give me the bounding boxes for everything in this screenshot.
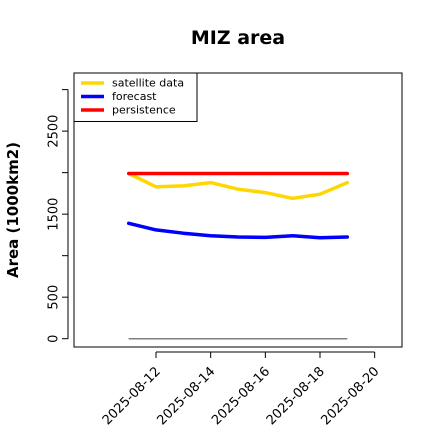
series-line-satellite-data — [126, 171, 350, 201]
y-axis: 0 500 1500 2500 — [47, 89, 69, 343]
legend-label: persistence — [112, 104, 176, 117]
legend-label: forecast — [112, 90, 157, 103]
y-tick-label: 2500 — [47, 115, 62, 148]
x-tick-label: 2025-08-20 — [318, 364, 382, 428]
y-tick-label: 500 — [47, 285, 62, 310]
y-tick-label: 1500 — [47, 198, 62, 231]
series-layer — [126, 171, 350, 340]
y-axis-label: Area (1000km2) — [4, 142, 22, 278]
series-line-forecast — [126, 221, 350, 240]
plot-frame — [73, 72, 403, 348]
chart-title: MIZ area — [191, 27, 285, 49]
y-tick-label: 0 — [47, 335, 62, 343]
legend-label: satellite data — [112, 77, 184, 90]
x-axis: 2025-08-122025-08-142025-08-162025-08-18… — [100, 351, 382, 428]
